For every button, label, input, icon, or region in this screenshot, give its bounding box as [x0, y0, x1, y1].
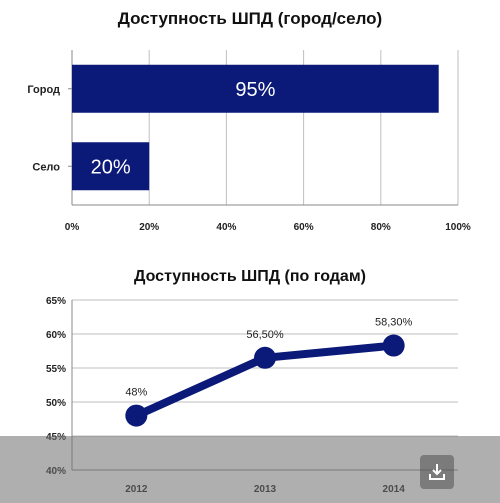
- bar-chart-categories: Город Село: [27, 84, 60, 174]
- line-chart-y-tick: 60%: [46, 330, 66, 341]
- line-chart-title: Доступность ШПД (по годам): [134, 268, 366, 285]
- bar-chart-bars: 95% 20%: [72, 64, 439, 191]
- line-chart-y-tick: 50%: [46, 398, 66, 409]
- line-chart-data-label: 58,30%: [375, 317, 413, 329]
- line-chart-series: 48% 56,50% 58,30%: [125, 317, 413, 427]
- bar-chart-data-label: 95%: [235, 79, 275, 101]
- bar-chart-x-tick: 20%: [139, 222, 159, 233]
- bar-chart-x-tick: 60%: [294, 222, 314, 233]
- bar-chart-title: Доступность ШПД (город/село): [118, 9, 382, 28]
- line-chart-point: [125, 404, 148, 427]
- bar-chart-data-label: 20%: [91, 156, 131, 178]
- line-chart-point: [254, 346, 276, 369]
- image-overlay-bar: [0, 436, 500, 503]
- bar-chart-x-tick: 0%: [65, 222, 80, 233]
- bar-chart-x-ticks: 0% 20% 40% 60% 80% 100%: [65, 222, 471, 233]
- line-chart-y-tick: 65%: [46, 296, 66, 307]
- line-chart-data-label: 56,50%: [246, 329, 284, 341]
- line-chart-point: [382, 334, 405, 357]
- bar-chart-category-label: Город: [27, 84, 60, 96]
- bar-chart-category-label: Село: [32, 161, 60, 173]
- bar-chart-x-tick: 40%: [216, 222, 236, 233]
- download-icon: [429, 464, 445, 480]
- line-chart-y-tick: 55%: [46, 364, 66, 375]
- bar-chart-x-tick: 100%: [445, 222, 471, 233]
- download-button[interactable]: [420, 455, 454, 489]
- bar-chart-x-tick: 80%: [371, 222, 391, 233]
- bar-chart-bar: [72, 64, 439, 113]
- bar-chart-bar: [72, 142, 150, 191]
- line-chart-data-label: 48%: [125, 387, 147, 399]
